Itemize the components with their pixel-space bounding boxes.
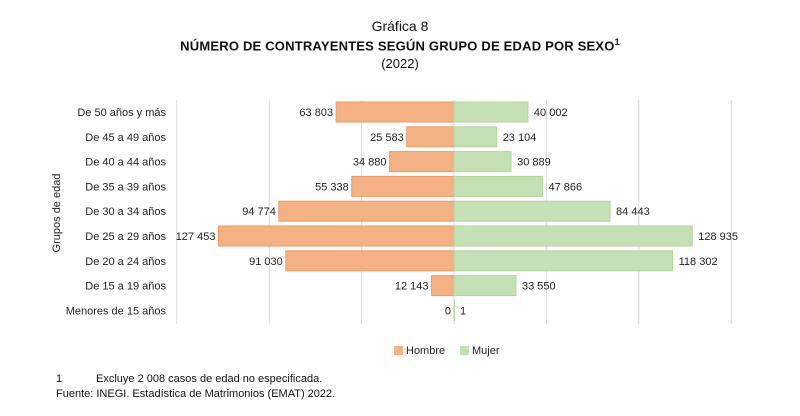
data-label-mujer: 40 002: [534, 107, 568, 119]
data-label-hombre: 91 030: [249, 256, 283, 268]
chart-label: Gráfica 8: [371, 18, 429, 34]
bar-hombre: [285, 250, 455, 272]
category-label: De 20 a 24 años: [85, 256, 166, 268]
chart-subtitle: (2022): [381, 56, 419, 71]
bar-mujer: [453, 200, 611, 222]
data-label-mujer: 128 935: [698, 231, 738, 243]
footnote-text: Excluye 2 008 casos de edad no especific…: [96, 373, 323, 385]
data-label-hombre: 55 338: [315, 181, 349, 193]
legend-label-mujer: Mujer: [472, 345, 500, 357]
data-label-mujer: 33 550: [522, 281, 556, 293]
category-label: De 45 a 49 años: [85, 132, 166, 144]
bar-hombre: [351, 175, 455, 197]
category-label: De 40 a 44 años: [85, 157, 166, 169]
data-label-mujer: 30 889: [517, 157, 551, 169]
data-label-hombre: 94 774: [242, 206, 276, 218]
legend-swatch-mujer: [460, 346, 469, 355]
title-footnote-mark: 1: [614, 37, 620, 47]
category-label: De 30 a 34 años: [85, 206, 166, 218]
data-label-hombre: 0: [445, 305, 451, 317]
legend-label-hombre: Hombre: [406, 345, 445, 357]
footnote-source: Fuente: INEGI. Estadística de Matrimonio…: [56, 388, 335, 400]
data-label-mujer: 84 443: [616, 206, 650, 218]
footnote-1: 1 Excluye 2 008 casos de edad no especifi…: [56, 373, 322, 385]
legend-swatch-hombre: [394, 346, 403, 355]
footnote-mark: 1: [56, 373, 63, 385]
category-label: De 35 a 39 años: [85, 181, 166, 193]
source-text: INEGI. Estadística de Matrimonios (EMAT)…: [96, 388, 336, 400]
bar-hombre: [431, 275, 455, 297]
chart-title: NÚMERO DE CONTRAYENTES SEGÚN GRUPO DE ED…: [0, 37, 800, 53]
bar-hombre: [389, 151, 455, 173]
bar-hombre: [278, 200, 455, 222]
pyramid-chart: De 50 años y más 63 803 40 002 De 45 a 49 a…: [51, 100, 738, 357]
data-label-hombre: 127 453: [176, 231, 216, 243]
y-axis-title: Grupos de edad: [51, 174, 63, 253]
data-label-hombre: 12 143: [395, 281, 429, 293]
bar-hombre: [406, 126, 455, 148]
category-label: De 25 a 29 años: [85, 231, 166, 243]
bar-mujer: [453, 101, 529, 123]
data-label-mujer: 47 866: [548, 181, 582, 193]
category-label: Menores de 15 años: [66, 305, 167, 317]
category-label: De 50 años y más: [77, 107, 166, 119]
data-label-mujer: 23 104: [503, 132, 537, 144]
bar-hombre: [217, 225, 455, 247]
bar-hombre: [335, 101, 455, 123]
data-label-mujer: 118 302: [679, 256, 718, 268]
source-label: Fuente:: [56, 388, 94, 400]
bar-mujer: [453, 151, 512, 173]
bar-mujer: [453, 225, 693, 247]
chart-title-text: NÚMERO DE CONTRAYENTES SEGÚN GRUPO DE ED…: [180, 38, 615, 54]
data-label-hombre: 34 880: [353, 157, 387, 169]
bar-mujer: [453, 299, 455, 321]
data-label-mujer: 1: [460, 305, 466, 317]
category-label: De 15 a 19 años: [85, 281, 166, 293]
data-label-hombre: 25 583: [370, 132, 404, 144]
bar-mujer: [453, 275, 517, 297]
bar-mujer: [453, 250, 674, 272]
data-label-hombre: 63 803: [299, 107, 333, 119]
bar-mujer: [453, 126, 498, 148]
bar-mujer: [453, 175, 543, 197]
